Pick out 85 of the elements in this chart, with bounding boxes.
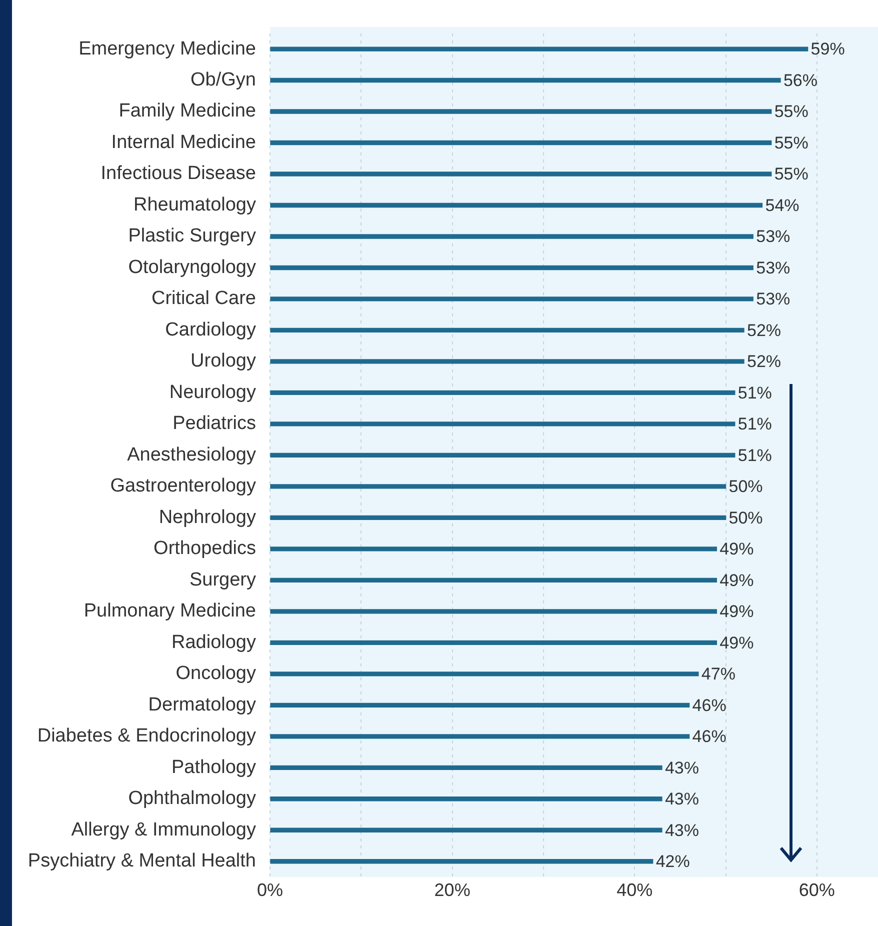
data-label: 47% <box>701 664 736 684</box>
y-tick-label: Rheumatology <box>133 194 256 216</box>
data-label: 59% <box>810 40 845 59</box>
bar <box>270 78 781 83</box>
bar <box>270 484 726 489</box>
data-label: 54% <box>765 196 800 215</box>
y-tick-label: Internal Medicine <box>111 132 256 153</box>
data-label: 51% <box>738 414 772 434</box>
bar <box>270 202 763 208</box>
y-tick-label: Neurology <box>169 382 256 403</box>
y-tick-label: Critical Care <box>151 288 256 310</box>
data-label: 46% <box>692 727 726 746</box>
y-tick-label: Radiology <box>172 632 256 653</box>
y-tick-label: Pulmonary Medicine <box>84 600 256 622</box>
data-label: 49% <box>720 570 754 590</box>
y-tick-label: Otolaryngology <box>128 256 256 278</box>
bar <box>270 672 699 676</box>
y-tick-label: Nephrology <box>158 506 256 528</box>
data-label: 53% <box>756 258 790 278</box>
bar <box>270 265 754 270</box>
data-label: 56% <box>783 70 818 90</box>
x-tick-label: 0% <box>256 880 284 900</box>
y-tick-label: Plastic Surgery <box>128 226 256 247</box>
y-tick-label: Pathology <box>171 756 256 778</box>
bar <box>270 359 744 364</box>
y-tick-label: Family Medicine <box>118 100 256 122</box>
bar <box>270 140 772 146</box>
bar <box>270 296 754 302</box>
data-label: 55% <box>774 164 808 184</box>
data-label: 49% <box>720 540 754 559</box>
y-tick-label: Oncology <box>176 663 256 684</box>
y-tick-label: Anesthesiology <box>127 444 256 466</box>
bar <box>270 796 662 802</box>
bar <box>270 515 726 520</box>
data-label: 55% <box>774 133 808 152</box>
data-label: 53% <box>756 290 790 309</box>
y-tick-label: Urology <box>190 350 256 372</box>
y-tick-label: Cardiology <box>165 319 256 340</box>
bar <box>270 609 717 614</box>
bar <box>270 234 754 239</box>
x-tick-label: 20% <box>434 880 470 900</box>
y-tick-label: Ophthalmology <box>128 788 256 810</box>
y-tick-label: Infectious Disease <box>100 163 256 184</box>
x-tick-label: 40% <box>616 880 653 900</box>
data-label: 51% <box>738 383 772 402</box>
y-tick-label: Ob/Gyn <box>190 70 256 90</box>
bar <box>270 452 736 458</box>
y-tick-label: Dermatology <box>148 694 256 716</box>
data-label: 52% <box>747 320 782 340</box>
bar <box>270 109 772 114</box>
data-label: 55% <box>774 102 808 122</box>
data-label: 50% <box>728 477 763 496</box>
y-tick-label: Gastroenterology <box>110 476 256 497</box>
bar <box>270 702 690 708</box>
data-label: 49% <box>720 633 754 652</box>
y-tick-label: Allergy & Immunology <box>71 819 256 840</box>
data-label: 43% <box>664 820 699 840</box>
y-tick-label: Pediatrics <box>172 413 256 434</box>
data-label: 46% <box>692 696 726 715</box>
data-label: 50% <box>728 508 763 528</box>
bar <box>270 46 808 52</box>
y-tick-label: Diabetes & Endocrinology <box>37 726 256 747</box>
data-label: 51% <box>738 446 772 465</box>
data-label: 49% <box>720 602 754 622</box>
y-tick-label: Surgery <box>189 569 256 590</box>
data-label: 43% <box>664 790 699 809</box>
bar <box>270 765 662 770</box>
bar <box>270 546 717 552</box>
bar <box>270 640 717 645</box>
x-tick-label: 60% <box>798 880 835 900</box>
data-label: 52% <box>747 352 782 372</box>
bar <box>270 828 662 832</box>
bar <box>270 734 690 739</box>
y-tick-label: Emergency Medicine <box>78 38 256 60</box>
bar <box>270 578 717 583</box>
bar <box>270 328 744 333</box>
y-tick-label: Psychiatry & Mental Health <box>28 850 256 872</box>
data-label: 43% <box>664 758 699 778</box>
bar <box>270 172 772 176</box>
data-label: 42% <box>656 852 690 872</box>
bar <box>270 859 654 864</box>
y-tick-label: Orthopedics <box>154 538 256 560</box>
bar <box>270 422 736 426</box>
data-label: 53% <box>756 227 790 246</box>
bar <box>270 390 736 396</box>
